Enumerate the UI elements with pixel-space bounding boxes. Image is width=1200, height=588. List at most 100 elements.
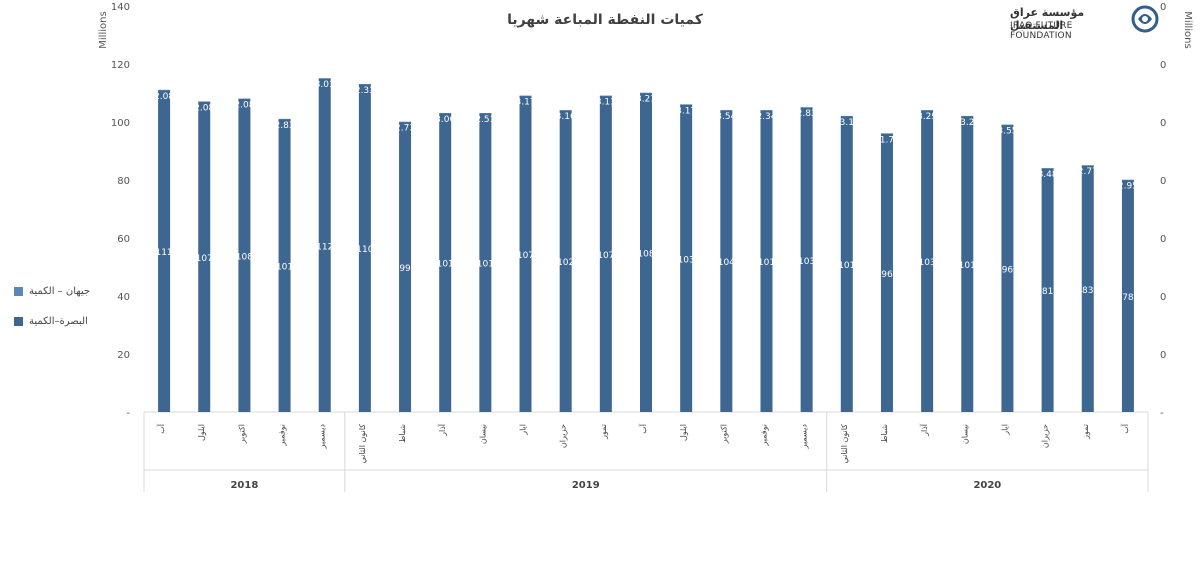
bar-ceyhan <box>358 84 371 85</box>
logo-emblem-icon <box>1131 5 1159 33</box>
data-label-basra: 110 <box>356 245 373 255</box>
x-tick-label: ديسمبر <box>800 424 809 450</box>
x-tick-label: ايار <box>1000 424 1009 436</box>
data-label-ceyhan: 3.2 <box>960 118 974 128</box>
bar-basra <box>961 116 974 412</box>
x-tick-label: تموز <box>599 424 608 440</box>
bar-ceyhan <box>760 110 773 111</box>
y-left-tick-label: - <box>126 408 130 419</box>
bar-ceyhan <box>961 115 974 117</box>
bar-ceyhan <box>278 118 291 120</box>
x-tick-label: ايلول <box>197 424 206 441</box>
data-label-basra: 107 <box>597 251 614 261</box>
bar-basra <box>640 93 652 412</box>
x-tick-label: آذار <box>919 423 929 437</box>
data-label-basra: 108 <box>637 250 654 260</box>
bar-basra <box>158 90 171 412</box>
data-label-ceyhan: 3.16 <box>556 112 576 122</box>
legend-swatch-basra <box>14 317 23 326</box>
bar-basra <box>840 116 853 412</box>
bar-basra <box>399 122 412 412</box>
data-label-ceyhan: 2.08 <box>194 103 214 113</box>
bar-ceyhan <box>880 133 893 134</box>
y-right-tick-label: 0 <box>1160 2 1166 13</box>
logo-arabic-text: مؤسسة عراق المستقبل <box>1010 6 1085 32</box>
y-left-tick-label: 100 <box>111 118 130 129</box>
logo-english-text: IRAQ FUTURE FOUNDATION <box>1010 21 1073 41</box>
x-tick-label: شباط <box>398 424 407 443</box>
data-label-basra: 112 <box>316 242 333 252</box>
bar-basra <box>1081 165 1094 412</box>
data-label-ceyhan: 3.01 <box>315 80 335 90</box>
data-label-ceyhan: 2.77 <box>1078 167 1098 177</box>
bar-basra <box>479 113 492 413</box>
legend-label-basra: البصرة–الكمية <box>29 316 88 327</box>
y-left-tick-label: 20 <box>117 350 130 361</box>
data-label-ceyhan: 2.08 <box>154 92 174 102</box>
data-label-ceyhan: 2.33 <box>355 86 375 96</box>
data-label-ceyhan: 2.95 <box>1118 182 1138 192</box>
bar-ceyhan <box>599 95 612 97</box>
bar-ceyhan <box>1081 165 1094 166</box>
data-label-basra: 108 <box>236 252 253 262</box>
y-right-tick-label: 0 <box>1160 118 1166 129</box>
bar-ceyhan <box>479 113 492 114</box>
data-label-basra: 83 <box>1082 286 1093 296</box>
data-label-ceyhan: 3.17 <box>515 98 535 108</box>
data-label-basra: 102 <box>557 258 574 268</box>
x-tick-label: حزيران <box>559 424 568 448</box>
x-tick-label: آب <box>156 423 166 434</box>
data-label-basra: 107 <box>196 254 213 264</box>
y-right-tick-label: 0 <box>1160 60 1166 71</box>
bar-ceyhan <box>399 121 412 123</box>
y-left-tick-label: 140 <box>111 2 130 13</box>
bar-basra <box>559 110 572 413</box>
bar-ceyhan <box>1001 124 1014 126</box>
data-label-ceyhan: 2.08 <box>234 101 254 111</box>
x-tick-label: نيسان <box>478 424 487 444</box>
data-label-ceyhan: 3.17 <box>676 106 696 116</box>
legend-item-ceyhan: جيهان – الكمية <box>14 286 90 297</box>
bar-basra <box>800 107 813 412</box>
bar-basra <box>680 104 693 412</box>
bar-basra <box>720 110 733 413</box>
data-label-basra: 96 <box>881 270 893 280</box>
y-right-tick-label: - <box>1160 408 1164 419</box>
data-label-ceyhan: 3.21 <box>636 95 656 105</box>
data-label-ceyhan: 2.73 <box>395 124 415 134</box>
y-right-axis-label: Millions <box>1182 11 1193 48</box>
x-tick-label: كانون الثاني <box>358 424 367 464</box>
data-label-basra: 101 <box>477 260 494 270</box>
bar-basra <box>318 78 331 412</box>
data-label-ceyhan: 3.11 <box>596 98 616 108</box>
x-tick-label: نيسان <box>960 424 969 444</box>
x-tick-label: آب <box>638 423 648 434</box>
y-left-tick-label: 80 <box>117 176 130 187</box>
bar-basra <box>1121 180 1134 412</box>
data-label-ceyhan: 3.54 <box>716 112 736 122</box>
bar-ceyhan <box>519 95 532 97</box>
data-label-basra: 107 <box>517 251 534 261</box>
x-tick-label: ديسمبر <box>318 424 327 450</box>
data-label-basra: 81 <box>1042 287 1053 297</box>
legend-item-basra: البصرة–الكمية <box>14 316 88 327</box>
data-label-basra: 103 <box>919 258 936 268</box>
data-label-basra: 101 <box>437 260 454 270</box>
data-label-basra: 103 <box>678 255 695 265</box>
x-tick-label: كانون الثاني <box>840 424 849 464</box>
x-tick-label: ايلول <box>679 424 688 441</box>
y-left-tick-label: 120 <box>111 60 130 71</box>
bar-basra <box>519 95 532 413</box>
bar-ceyhan <box>840 115 853 117</box>
bar-ceyhan <box>158 89 171 91</box>
bar-basra <box>921 110 934 413</box>
data-label-ceyhan: 2.83 <box>275 121 295 131</box>
bar-ceyhan <box>559 110 572 111</box>
bar-basra <box>358 84 371 413</box>
bar-ceyhan <box>439 113 452 114</box>
bar-basra <box>238 98 251 413</box>
year-group-label: 2019 <box>572 480 600 491</box>
chart-title: كميات النفطة المباعة شهريا <box>507 12 704 28</box>
y-right-tick-label: 0 <box>1160 176 1166 187</box>
